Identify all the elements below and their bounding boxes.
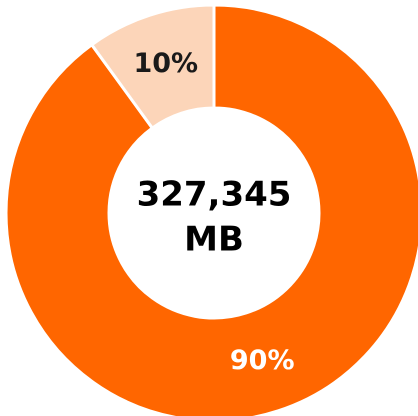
slice-label: 10% [133, 48, 198, 79]
donut-slice [4, 3, 418, 416]
donut-slice [90, 3, 216, 130]
slice-label: 90% [230, 345, 295, 376]
center-value: 327,345 [137, 175, 292, 215]
center-unit: MB [184, 220, 244, 260]
